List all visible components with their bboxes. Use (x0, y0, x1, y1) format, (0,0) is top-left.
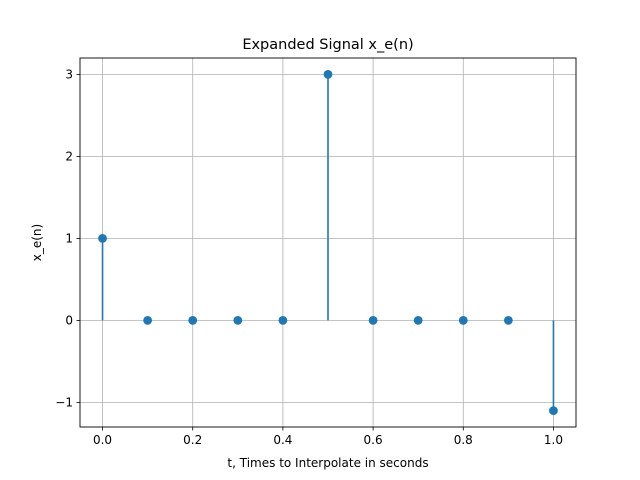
stem-marker (233, 316, 243, 325)
stem-marker (368, 316, 378, 325)
y-axis-label: x_e(n) (30, 224, 44, 261)
y-tick-label: 3 (65, 68, 73, 82)
x-tick-label: 0.0 (93, 433, 112, 447)
stem-marker (323, 70, 333, 79)
y-tick-label: 1 (65, 232, 73, 246)
stem-markers (98, 70, 558, 415)
x-axis-label: t, Times to Interpolate in seconds (227, 456, 428, 470)
stem-marker (458, 316, 468, 325)
y-tick-label: 0 (65, 314, 73, 328)
x-tick-label: 0.6 (364, 433, 383, 447)
stem-marker (98, 234, 107, 243)
x-tick-label: 0.8 (454, 433, 473, 447)
stem-marker (278, 316, 288, 325)
y-tick-label: −1 (55, 396, 73, 410)
x-tick-label: 1.0 (544, 433, 563, 447)
y-axis-ticks: −1 0 1 2 3 (55, 68, 80, 410)
stem-marker (413, 316, 423, 325)
stem-marker (188, 316, 198, 325)
stem-marker (143, 316, 153, 325)
y-tick-label: 2 (65, 150, 73, 164)
stem-lines (101, 74, 555, 411)
stem-marker (549, 406, 558, 415)
stem-marker (503, 316, 513, 325)
axes-frame (79, 57, 577, 428)
x-tick-label: 0.2 (183, 433, 202, 447)
chart-title: Expanded Signal x_e(n) (242, 37, 413, 53)
x-tick-label: 0.4 (273, 433, 292, 447)
x-axis-ticks: 0.0 0.2 0.4 0.6 0.8 1.0 (93, 427, 563, 447)
